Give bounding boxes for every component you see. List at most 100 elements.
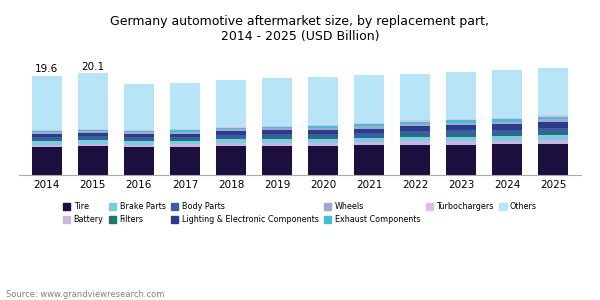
- Bar: [32, 137, 62, 140]
- Bar: [262, 127, 292, 128]
- Bar: [308, 137, 338, 139]
- Bar: [538, 133, 568, 135]
- Bar: [32, 147, 62, 176]
- Bar: [538, 128, 568, 133]
- Bar: [492, 141, 522, 144]
- Bar: [32, 141, 62, 145]
- Title: Germany automotive aftermarket size, by replacement part,
2014 - 2025 (USD Billi: Germany automotive aftermarket size, by …: [110, 15, 490, 43]
- Bar: [400, 131, 430, 135]
- Bar: [446, 72, 476, 119]
- Bar: [492, 118, 522, 119]
- Bar: [446, 121, 476, 122]
- Bar: [308, 134, 338, 137]
- Bar: [538, 135, 568, 140]
- Bar: [124, 84, 154, 130]
- Text: 19.6: 19.6: [35, 64, 59, 74]
- Bar: [538, 122, 568, 128]
- Bar: [354, 124, 384, 126]
- Bar: [170, 144, 200, 147]
- Bar: [492, 144, 522, 175]
- Bar: [32, 76, 62, 130]
- Bar: [262, 128, 292, 130]
- Bar: [216, 128, 246, 129]
- Bar: [124, 147, 154, 176]
- Bar: [400, 124, 430, 126]
- Bar: [170, 147, 200, 176]
- Bar: [32, 145, 62, 147]
- Bar: [354, 126, 384, 129]
- Bar: [446, 122, 476, 125]
- Bar: [492, 70, 522, 118]
- Bar: [32, 134, 62, 137]
- Bar: [78, 130, 108, 131]
- Bar: [170, 132, 200, 134]
- Bar: [216, 80, 246, 127]
- Bar: [538, 119, 568, 122]
- Bar: [32, 132, 62, 134]
- Bar: [216, 127, 246, 128]
- Bar: [308, 77, 338, 125]
- Bar: [216, 129, 246, 131]
- Bar: [400, 121, 430, 122]
- Bar: [400, 126, 430, 131]
- Bar: [170, 83, 200, 129]
- Bar: [170, 137, 200, 139]
- Bar: [446, 125, 476, 130]
- Bar: [354, 123, 384, 124]
- Bar: [446, 119, 476, 121]
- Bar: [124, 134, 154, 137]
- Bar: [216, 146, 246, 176]
- Bar: [354, 75, 384, 123]
- Bar: [216, 138, 246, 139]
- Legend: Tire, Battery, Brake Parts, Filters, Body Parts, Lighting & Electronic Component: Tire, Battery, Brake Parts, Filters, Bod…: [63, 202, 537, 224]
- Bar: [400, 74, 430, 121]
- Bar: [400, 137, 430, 141]
- Text: 20.1: 20.1: [82, 62, 104, 72]
- Bar: [32, 140, 62, 141]
- Bar: [262, 137, 292, 139]
- Bar: [262, 143, 292, 146]
- Bar: [262, 130, 292, 134]
- Bar: [538, 116, 568, 117]
- Bar: [124, 140, 154, 141]
- Bar: [400, 145, 430, 176]
- Bar: [446, 145, 476, 176]
- Bar: [354, 137, 384, 138]
- Bar: [354, 142, 384, 146]
- Bar: [216, 131, 246, 135]
- Bar: [170, 134, 200, 137]
- Bar: [308, 125, 338, 126]
- Bar: [124, 130, 154, 132]
- Bar: [446, 135, 476, 137]
- Bar: [170, 130, 200, 132]
- Bar: [262, 146, 292, 175]
- Bar: [216, 143, 246, 146]
- Bar: [170, 141, 200, 144]
- Bar: [354, 133, 384, 137]
- Bar: [78, 144, 108, 146]
- Bar: [538, 68, 568, 116]
- Bar: [308, 128, 338, 130]
- Bar: [78, 133, 108, 136]
- Text: Source: www.grandviewresearch.com: Source: www.grandviewresearch.com: [6, 290, 164, 299]
- Bar: [216, 139, 246, 143]
- Bar: [262, 126, 292, 127]
- Bar: [78, 146, 108, 176]
- Bar: [124, 145, 154, 147]
- Bar: [354, 129, 384, 133]
- Bar: [538, 117, 568, 119]
- Bar: [308, 126, 338, 128]
- Bar: [446, 130, 476, 135]
- Bar: [124, 141, 154, 145]
- Bar: [124, 132, 154, 134]
- Bar: [538, 140, 568, 144]
- Bar: [78, 139, 108, 140]
- Bar: [354, 138, 384, 142]
- Bar: [308, 143, 338, 146]
- Bar: [446, 137, 476, 141]
- Bar: [400, 135, 430, 137]
- Bar: [308, 139, 338, 143]
- Bar: [32, 130, 62, 132]
- Bar: [492, 136, 522, 141]
- Bar: [354, 146, 384, 176]
